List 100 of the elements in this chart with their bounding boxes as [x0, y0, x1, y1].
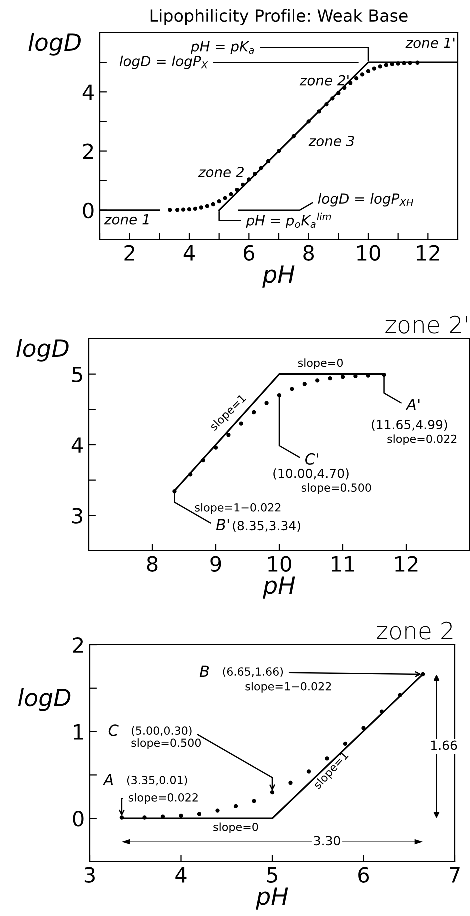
point	[276, 149, 282, 154]
annotation: C	[108, 724, 119, 736]
annotation: zone 1	[104, 214, 149, 225]
x-tick-label: 10	[268, 556, 292, 572]
annotation: slope=1−0.022	[195, 503, 281, 514]
point	[205, 204, 210, 208]
point	[343, 742, 348, 746]
point	[172, 490, 177, 494]
annotation: slope=0.500	[302, 483, 372, 494]
point	[330, 96, 335, 101]
point	[179, 814, 184, 818]
annotation: zone 3	[308, 136, 354, 146]
y-axis-title: logD	[16, 339, 69, 362]
annotation: logD = logP$_{XH}$	[318, 193, 414, 207]
annotation: slope=0.500	[132, 738, 202, 750]
point	[290, 387, 294, 392]
y-axis-title: logD	[28, 33, 81, 56]
annotation: 3.30	[314, 836, 340, 846]
x-tick-label: 9	[210, 556, 222, 572]
point	[193, 206, 198, 212]
point	[188, 472, 193, 477]
point	[342, 86, 347, 90]
x-axis-title: pH	[262, 266, 295, 288]
x-tick-label: 8	[147, 556, 158, 572]
point	[223, 196, 228, 200]
y-axis-title: logD	[18, 688, 71, 712]
x-tick-label: 6	[358, 867, 370, 883]
x-axis-title: pH	[256, 888, 288, 910]
y-tick-label: 0	[83, 202, 94, 219]
point	[226, 433, 231, 438]
point	[288, 780, 293, 786]
annotation: zone 2'	[300, 75, 349, 86]
point	[336, 91, 341, 96]
point	[217, 199, 222, 204]
point	[199, 206, 204, 210]
annotation: zone 1'	[406, 38, 455, 48]
annotation: (8.35,3.34)	[233, 520, 300, 532]
annotation: logD = logP$_{X}$	[120, 56, 208, 70]
point	[252, 799, 256, 804]
x-tick-label: 12	[396, 556, 418, 572]
y-tick-label: 4	[72, 438, 83, 453]
x-tick-label: 10	[358, 245, 380, 261]
point	[354, 76, 359, 81]
annotation: (3.35,0.01)	[127, 776, 188, 786]
y-tick-label: 4	[82, 84, 94, 100]
x-tick-label: 5	[267, 868, 278, 883]
annotation: 1.66	[432, 740, 458, 750]
point	[328, 376, 332, 381]
point	[187, 207, 192, 212]
annotation: zone 2	[198, 166, 244, 178]
point	[266, 159, 271, 164]
point	[396, 62, 400, 66]
x-tick-label: 4	[184, 246, 195, 261]
point	[264, 401, 269, 406]
point	[252, 410, 256, 415]
point	[277, 393, 282, 398]
y-tick-label: 0	[73, 811, 84, 827]
point	[253, 172, 258, 176]
point	[408, 61, 412, 66]
point	[229, 192, 234, 197]
x-tick-label: 12	[417, 245, 440, 261]
annotation: (10.00,4.70)	[274, 468, 349, 480]
point	[211, 202, 216, 207]
point	[416, 60, 420, 65]
annotation: B'	[216, 519, 230, 530]
point	[317, 110, 322, 114]
x-tick-label: 4	[176, 868, 187, 883]
annotation: A	[102, 774, 114, 786]
point	[270, 790, 275, 795]
x-tick-label: 6	[244, 245, 254, 261]
annotation: slope=0.022	[388, 434, 457, 446]
x-tick-label: 11	[332, 556, 354, 572]
y-tick-label: 5	[72, 367, 82, 383]
point	[382, 372, 386, 378]
y-tick-label: 2	[83, 144, 94, 160]
point	[360, 72, 365, 77]
annotation: pH = pK$_{a}$	[190, 41, 254, 54]
point	[378, 64, 383, 69]
point	[241, 182, 246, 188]
annotation: slope=0	[298, 358, 344, 370]
chart-title: zone 2'	[386, 316, 468, 334]
point	[259, 166, 264, 171]
annotation: A'	[406, 399, 420, 410]
x-tick-label: 7	[450, 868, 460, 883]
point	[380, 710, 384, 714]
point	[362, 726, 366, 730]
annotation: (6.65,1.66)	[223, 667, 284, 678]
point	[234, 804, 238, 809]
y-tick-label: 3	[72, 508, 82, 524]
point	[235, 188, 240, 192]
point	[340, 375, 346, 380]
point	[201, 458, 206, 463]
annotation: C'	[306, 453, 318, 465]
annotation: (5.00,0.30)	[132, 726, 192, 736]
point	[306, 120, 311, 124]
point	[384, 63, 388, 68]
annotation: slope=1−0.022	[246, 682, 332, 693]
point	[366, 69, 371, 74]
point	[402, 61, 406, 66]
point	[398, 693, 402, 698]
